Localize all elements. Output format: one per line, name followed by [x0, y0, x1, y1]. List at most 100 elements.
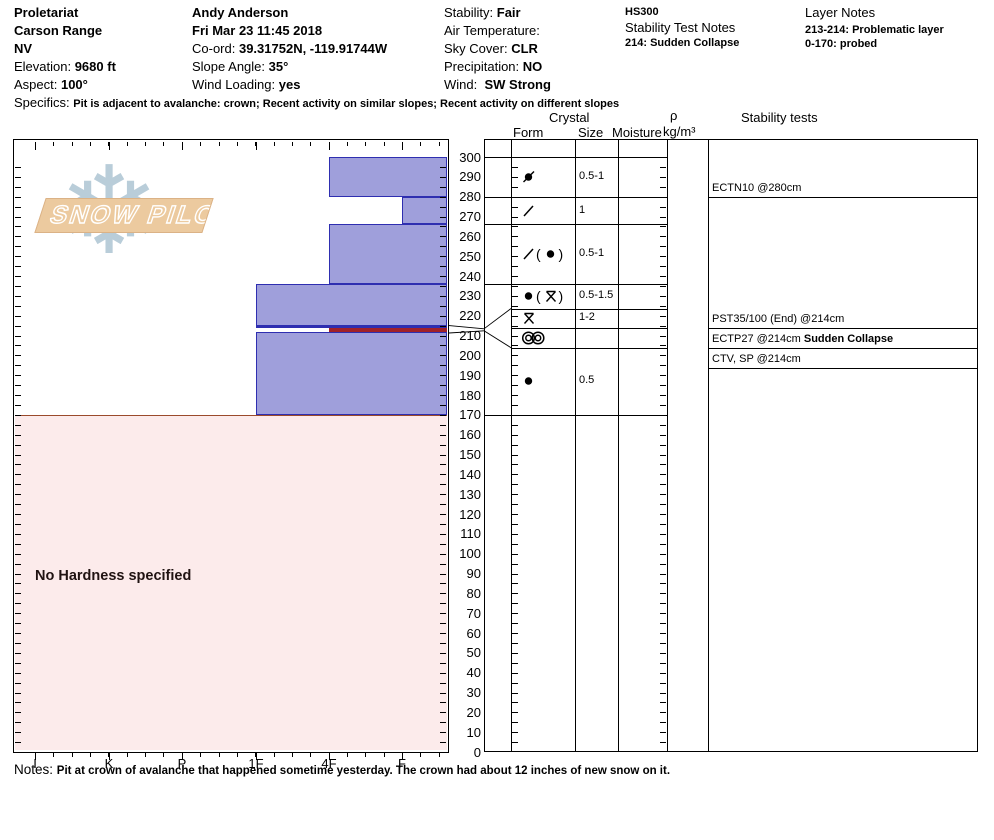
depth-minor-tick	[15, 295, 21, 297]
depth-minor-tick	[15, 603, 21, 605]
depth-minor-tick	[15, 523, 21, 525]
hardness-major-tick	[256, 752, 257, 760]
depth-minor-tick	[15, 216, 21, 218]
depth-minor-tick	[440, 722, 446, 724]
depth-tick-label: 170	[459, 407, 481, 423]
depth-minor-tick	[512, 553, 518, 555]
depth-minor-tick	[660, 623, 666, 625]
wind-loading-line: Wind Loading: yes	[192, 77, 301, 92]
depth-minor-tick	[512, 474, 518, 476]
depth-minor-tick	[512, 325, 518, 327]
depth-minor-tick	[512, 623, 518, 625]
hardness-minor-tick	[273, 752, 275, 757]
hardness-minor-tick	[126, 752, 128, 757]
depth-minor-tick	[512, 692, 518, 694]
depth-tick-label: 220	[459, 308, 481, 324]
depth-minor-tick	[440, 285, 446, 287]
depth-minor-tick	[512, 523, 518, 525]
layer-row-line	[484, 283, 667, 285]
density-column-header: ρ	[670, 108, 678, 123]
depth-minor-tick	[660, 682, 666, 684]
depth-tick-label: 10	[466, 724, 481, 740]
observer-info: Andy Anderson Fri Mar 23 11:45 2018 Co-o…	[192, 4, 387, 94]
grain-size-value: 0.5-1	[579, 247, 605, 260]
depth-minor-tick	[15, 444, 21, 446]
depth-minor-tick	[660, 553, 666, 555]
layer-row-line	[484, 196, 667, 198]
depth-minor-tick	[15, 355, 21, 357]
hardness-major-tick	[256, 141, 257, 150]
depth-minor-tick	[15, 365, 21, 367]
grain-size-value: 1-2	[579, 311, 595, 324]
depth-minor-tick	[440, 295, 446, 297]
precipitation-line: Precipitation: NO	[444, 59, 543, 74]
hardness-minor-tick	[310, 752, 312, 757]
depth-minor-tick	[512, 295, 518, 297]
depth-tick-label: 250	[459, 248, 481, 264]
depth-minor-tick	[660, 315, 666, 317]
no-hardness-label: No Hardness specified	[35, 568, 192, 584]
panel-column-line	[618, 140, 619, 752]
depth-tick-label: 300	[459, 149, 481, 165]
coordinates-line: Co-ord: 39.31752N, -119.91744W	[192, 41, 388, 56]
depth-minor-tick	[440, 514, 446, 515]
depth-minor-tick	[440, 484, 446, 486]
depth-minor-tick	[660, 484, 666, 486]
elevation-line: Elevation: 9680 ft	[14, 59, 116, 74]
depth-minor-tick	[15, 652, 21, 654]
depth-minor-tick	[440, 325, 446, 327]
snow-layer-bar	[329, 224, 447, 284]
hardness-minor-tick	[310, 141, 312, 146]
panel-column-line	[575, 140, 576, 752]
grain-size-value: 1	[579, 203, 586, 216]
total-height: HS300	[625, 6, 659, 18]
depth-minor-tick	[660, 226, 666, 228]
depth-minor-tick	[660, 533, 666, 535]
sky-cover-line: Sky Cover: CLR	[444, 41, 538, 56]
depth-minor-tick	[440, 315, 446, 317]
hardness-major-tick	[182, 141, 183, 150]
crystal-form-symbol: ( )	[521, 244, 563, 264]
hardness-minor-tick	[291, 752, 293, 757]
aspect-line: Aspect: 100°	[14, 77, 88, 92]
form-column-header: Form	[513, 125, 544, 140]
depth-minor-tick	[15, 186, 21, 188]
depth-minor-tick	[512, 742, 518, 744]
depth-minor-tick	[440, 652, 446, 654]
depth-minor-tick	[512, 315, 518, 317]
depth-tick-label: 150	[459, 447, 481, 462]
depth-minor-tick	[512, 226, 518, 228]
depth-minor-tick	[440, 742, 446, 744]
stability-test-result: CTV, SP @214cm	[712, 353, 801, 366]
depth-tick-label: 270	[459, 209, 481, 224]
depth-minor-tick	[440, 573, 446, 575]
depth-minor-tick	[660, 305, 666, 307]
hardness-minor-tick	[163, 752, 165, 757]
depth-minor-tick	[660, 424, 666, 426]
depth-minor-tick	[512, 712, 518, 714]
depth-minor-tick	[440, 206, 446, 208]
depth-minor-tick	[660, 672, 666, 674]
depth-minor-tick	[15, 593, 21, 595]
depth-minor-tick	[15, 543, 21, 545]
hardness-minor-tick	[420, 752, 422, 757]
depth-minor-tick	[660, 444, 666, 446]
hardness-minor-tick	[255, 752, 257, 757]
snow-layer-bar	[256, 331, 447, 415]
depth-minor-tick	[15, 236, 21, 238]
depth-minor-tick	[15, 464, 21, 466]
depth-tick-label: 90	[466, 566, 481, 581]
depth-minor-tick	[15, 494, 21, 496]
hardness-tick-label: 1F	[248, 756, 264, 771]
depth-minor-tick	[15, 345, 21, 347]
depth-tick-label: 30	[466, 685, 481, 700]
grain-size-value: 0.5-1	[579, 169, 605, 182]
hardness-minor-tick	[346, 141, 348, 146]
depth-minor-tick	[512, 385, 518, 387]
depth-minor-tick	[440, 712, 446, 714]
hardness-minor-tick	[90, 752, 92, 757]
depth-minor-tick	[15, 266, 21, 268]
hardness-tick-label: P	[177, 756, 187, 771]
hardness-tick-label: F	[398, 756, 406, 771]
